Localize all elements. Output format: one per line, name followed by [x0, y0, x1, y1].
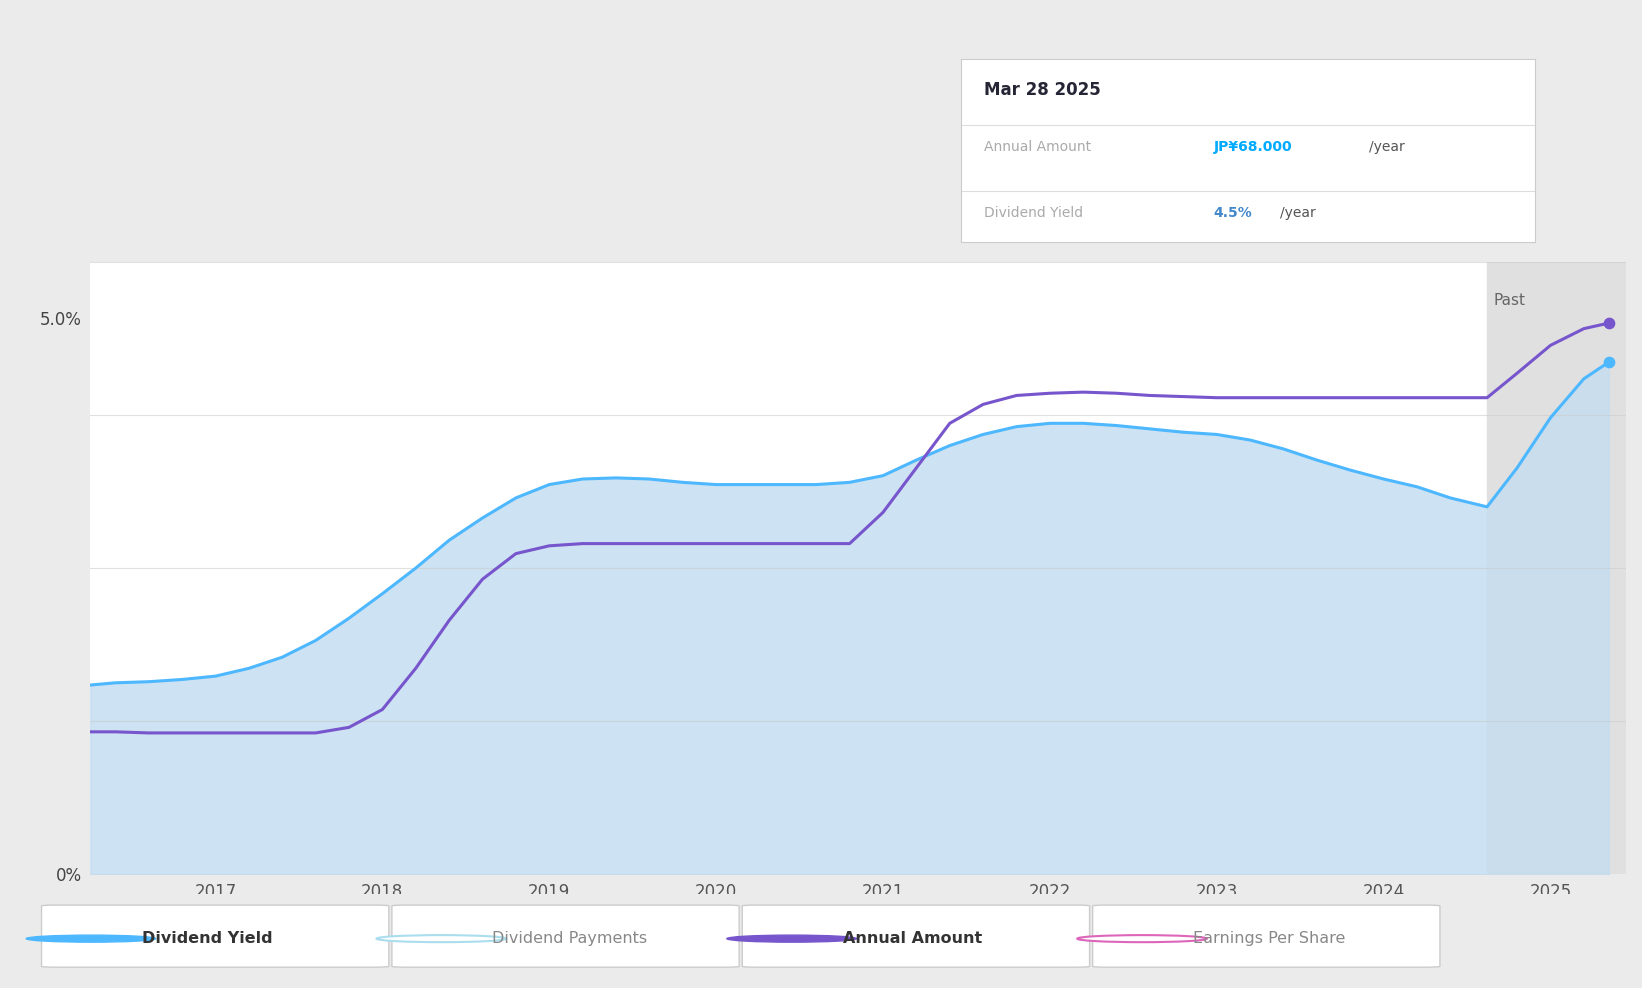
Text: Annual Amount: Annual Amount [842, 931, 982, 947]
Circle shape [26, 935, 156, 943]
Text: Dividend Yield: Dividend Yield [984, 206, 1082, 219]
Bar [1488, 262, 1626, 874]
FancyBboxPatch shape [41, 905, 389, 967]
FancyBboxPatch shape [392, 905, 739, 967]
FancyBboxPatch shape [742, 905, 1090, 967]
Text: /year: /year [1279, 206, 1315, 219]
Point [1596, 354, 1622, 370]
Text: Dividend Yield: Dividend Yield [141, 931, 273, 947]
Text: Dividend Payments: Dividend Payments [493, 931, 647, 947]
Text: JP¥68.000: JP¥68.000 [1213, 139, 1292, 154]
Text: Earnings Per Share: Earnings Per Share [1194, 931, 1345, 947]
Point [1596, 315, 1622, 331]
Text: Past: Past [1494, 293, 1525, 308]
Text: /year: /year [1369, 139, 1404, 154]
Circle shape [376, 935, 506, 943]
FancyBboxPatch shape [1092, 905, 1440, 967]
Circle shape [727, 935, 857, 943]
Circle shape [1077, 935, 1207, 943]
Text: 4.5%: 4.5% [1213, 206, 1253, 219]
Text: Mar 28 2025: Mar 28 2025 [984, 81, 1100, 99]
Text: Annual Amount: Annual Amount [984, 139, 1090, 154]
